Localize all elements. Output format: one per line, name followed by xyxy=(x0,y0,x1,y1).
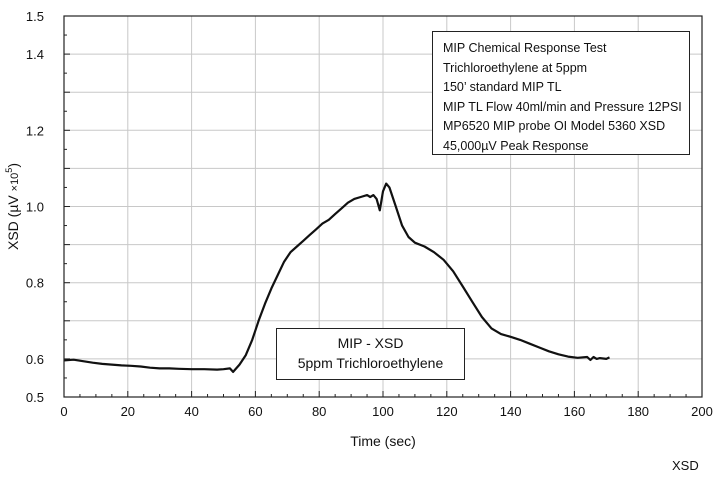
y-tick-label: 0.6 xyxy=(26,352,44,367)
series-line xyxy=(63,182,610,373)
x-axis-title: Time (sec) xyxy=(350,433,416,449)
y-tick-label: 0.8 xyxy=(26,276,44,291)
y-axis-title-close: ) xyxy=(5,163,21,168)
y-axis-title-exp: 5 xyxy=(4,168,14,173)
info-line: MIP Chemical Response Test xyxy=(443,41,607,55)
y-tick-label: 1.5 xyxy=(26,9,44,24)
y-tick-label: 1.2 xyxy=(26,123,44,138)
x-tick-label: 20 xyxy=(121,404,135,419)
info-line: MP6520 MIP probe OI Model 5360 XSD xyxy=(443,119,666,133)
y-axis-title-base: XSD (µV xyxy=(5,191,21,250)
x-tick-label: 40 xyxy=(184,404,198,419)
x-tick-label: 200 xyxy=(691,404,713,419)
x-tick-label: 60 xyxy=(248,404,262,419)
legend-subtitle: 5ppm Trichloroethylene xyxy=(297,355,444,371)
legend-title: MIP - XSD xyxy=(337,335,404,351)
y-tick-label: 1.0 xyxy=(26,200,44,215)
x-tick-label: 140 xyxy=(500,404,522,419)
y-axis-title-mult: ×10 xyxy=(9,173,21,192)
x-tick-label: 120 xyxy=(436,404,458,419)
info-line: Trichloroethylene at 5ppm xyxy=(443,60,588,75)
plot-frame xyxy=(63,15,703,398)
info-line: MIP TL Flow 40ml/min and Pressure 12PSI xyxy=(443,99,682,114)
legend-box: MIP - XSD 5ppm Trichloroethylene xyxy=(276,328,465,380)
y-tick-label: 0.5 xyxy=(26,390,44,405)
test-info-box: MIP Chemical Response Test Trichloroethy… xyxy=(432,31,690,155)
x-tick-label: 0 xyxy=(60,404,67,419)
tick-labels: 0 20 40 60 80 100 120 140 160 180 200 0.5 0.6 0.8 1.0 1… xyxy=(26,9,713,419)
x-tick-label: 100 xyxy=(372,404,394,419)
x-tick-label: 180 xyxy=(627,404,649,419)
y-axis-title: XSD (µV ×105) xyxy=(4,163,21,250)
x-tick-label: 160 xyxy=(564,404,586,419)
y-tick-label: 1.4 xyxy=(26,47,44,62)
corner-label: XSD xyxy=(672,458,699,473)
series-group xyxy=(63,182,610,373)
x-tick-label: 80 xyxy=(312,404,326,419)
info-line: 45,000µV Peak Response xyxy=(443,138,589,153)
info-line: 150’ standard MIP TL xyxy=(443,80,562,94)
